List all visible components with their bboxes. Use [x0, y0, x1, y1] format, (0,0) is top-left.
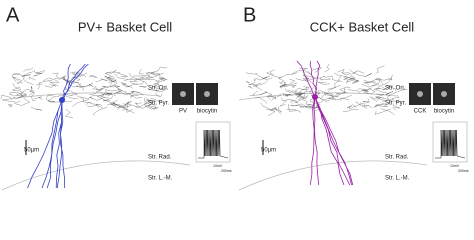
- layer-label: Str. L.-M.: [148, 176, 173, 182]
- layer-boundary: [1, 160, 191, 191]
- panel-title: PV+ Basket Cell: [78, 19, 172, 34]
- inset-label: CCK: [414, 109, 427, 115]
- scale-label: 50µm: [24, 148, 39, 154]
- inset-label: biocytin: [434, 109, 454, 115]
- trace-scale: 200ms: [458, 169, 469, 173]
- dendrite: [296, 60, 354, 186]
- trace: [198, 129, 229, 159]
- layer-label: Str. L.-M.: [385, 176, 410, 182]
- trace-scale: 200ms: [221, 169, 232, 173]
- inset-label: biocytin: [197, 109, 217, 115]
- inset-cell: [441, 91, 447, 97]
- trace: [435, 129, 466, 159]
- inset-cell: [180, 91, 186, 97]
- layer-boundary: [1, 92, 161, 101]
- layer-label: Str. Pyr.: [385, 101, 406, 107]
- layer-label: Str. Rad.: [385, 155, 409, 161]
- layer-label: Str. Ori.: [148, 86, 169, 92]
- figure: A PV+ Basket Cell Str. Ori. Str. Pyr. Str. R…: [0, 4, 469, 191]
- layer-label: Str. Rad.: [148, 155, 172, 161]
- axon: [245, 64, 408, 116]
- layer-boundary: [238, 160, 428, 191]
- trace-scale: 10mV: [213, 164, 223, 168]
- trace-frame: [432, 121, 468, 163]
- soma: [312, 94, 318, 100]
- panel-letter: A: [6, 4, 20, 26]
- inset-cell: [417, 91, 423, 97]
- layer-label: Str. Pyr.: [148, 101, 169, 107]
- inset-label: PV: [179, 109, 187, 115]
- trace-scale: 10mV: [450, 164, 460, 168]
- trace-frame: [195, 121, 231, 163]
- soma: [59, 97, 65, 103]
- inset-cell: [204, 91, 210, 97]
- panel: B CCK+ Basket Cell Str. Ori. Str. Pyr. Str. …: [238, 4, 469, 191]
- panel: A PV+ Basket Cell Str. Ori. Str. Pyr. Str. R…: [0, 4, 232, 191]
- panel-letter: B: [243, 4, 256, 26]
- layer-label: Str. Ori.: [385, 86, 406, 92]
- axon: [0, 66, 168, 119]
- dendrite: [27, 63, 89, 189]
- panel-title: CCK+ Basket Cell: [310, 19, 415, 34]
- scale-label: 50µm: [261, 148, 276, 154]
